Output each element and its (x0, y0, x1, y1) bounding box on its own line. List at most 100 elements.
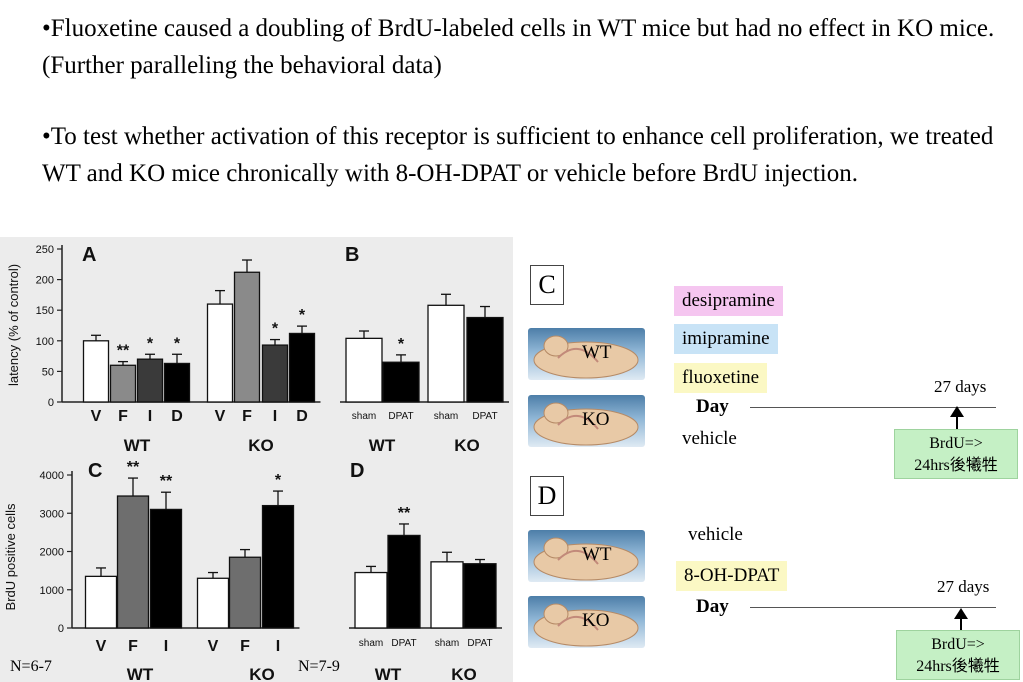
significance-marker: * (147, 335, 154, 352)
bar-a-4 (206, 303, 234, 403)
mouse-label: KO (582, 409, 610, 430)
bar-a-1 (109, 364, 137, 403)
bar-c-0 (84, 575, 118, 629)
timeline-days-label: 27 days (937, 577, 990, 596)
group-label: WT (127, 665, 154, 682)
category-label: F (118, 408, 128, 425)
timeline-line (750, 607, 996, 608)
bullet-fluoxetine-finding: •Fluoxetine caused a doubling of BrdU-la… (42, 15, 995, 79)
bar-c-2 (149, 508, 183, 629)
group-label: WT (375, 665, 402, 682)
mouse-label: WT (582, 342, 612, 363)
category-label: F (240, 638, 250, 655)
y-tick-label: 3000 (40, 508, 64, 520)
category-label: F (242, 408, 252, 425)
y-tick-label: 100 (36, 336, 54, 348)
group-label: KO (451, 665, 477, 682)
category-label: I (273, 408, 277, 425)
group-label: KO (249, 665, 275, 682)
category-label: DPAT (467, 638, 492, 649)
bar-chart-figure: A 0 50 100 150 200 250 latency (% of control) V *… (0, 237, 513, 682)
bar-c-5 (261, 504, 295, 629)
y-tick-label: 0 (48, 397, 54, 409)
bar-d-1 (387, 534, 421, 629)
significance-marker: * (398, 336, 405, 353)
bar-a-6 (261, 344, 289, 403)
brdu-injection-box: BrdU=> 24hrs後犧牲 (896, 630, 1020, 680)
mouse-label: WT (582, 544, 612, 565)
category-label: DPAT (391, 638, 416, 649)
y-tick-label: 200 (36, 275, 54, 287)
significance-marker: ** (117, 343, 130, 360)
bar-b-3 (466, 316, 504, 403)
chart-panel-letter: D (350, 460, 364, 482)
category-label: DPAT (472, 411, 497, 422)
significance-marker: ** (160, 473, 173, 490)
treatment-fluoxetine: fluoxetine (674, 363, 768, 393)
mouse-shape (533, 335, 639, 379)
bar-a-3 (163, 362, 191, 403)
category-label: V (96, 638, 107, 655)
brdu-line-2: 24hrs後犧牲 (914, 457, 998, 474)
category-label: I (148, 408, 152, 425)
significance-marker: ** (398, 505, 411, 522)
bar-d-3 (463, 563, 497, 629)
y-axis-label: BrdU positive cells (3, 503, 18, 610)
bar-a-2 (136, 358, 164, 403)
significance-marker: * (275, 472, 282, 489)
y-tick-label: 2000 (40, 547, 64, 559)
mouse-shape (533, 537, 639, 581)
category-label: sham (359, 638, 383, 649)
brdu-line-2: 24hrs後犧牲 (916, 658, 1000, 675)
significance-marker: ** (127, 459, 140, 476)
bar-c-1 (116, 495, 150, 629)
bar-c-3 (196, 577, 230, 629)
mouse-ko-icon: KO (528, 596, 645, 648)
bar-c-4 (228, 556, 262, 629)
timeline-day-label: Day (696, 596, 729, 617)
category-label: D (296, 408, 308, 425)
panel-c-label: C (530, 265, 564, 305)
category-label: I (164, 638, 168, 655)
n-label-right: N=7-9 (298, 658, 340, 675)
y-axis-label: latency (% of control) (6, 264, 21, 386)
bar-b-1 (382, 361, 420, 403)
brdu-line-1: BrdU=> (929, 435, 983, 452)
treatment-imipramine: imipramine (674, 324, 778, 354)
significance-marker: * (174, 335, 181, 352)
category-label: sham (352, 411, 376, 422)
mouse-shape (533, 603, 639, 647)
category-label: D (171, 408, 183, 425)
chart-panel-letter: C (88, 460, 102, 482)
mouse-wt-icon: WT (528, 530, 645, 582)
group-label: KO (248, 436, 274, 455)
y-tick-label: 1000 (40, 585, 64, 597)
significance-marker: * (299, 307, 306, 324)
category-label: V (91, 408, 102, 425)
significance-marker: * (272, 321, 279, 338)
treatment-8-oh-dpat: 8-OH-DPAT (676, 561, 788, 591)
category-label: DPAT (388, 411, 413, 422)
panel-d-label: D (530, 476, 564, 516)
chart-panel-letter: A (82, 244, 96, 266)
brdu-line-1: BrdU=> (931, 636, 985, 653)
bar-b-2 (427, 304, 465, 403)
treatment-vehicle: vehicle (688, 524, 743, 545)
n-label-left: N=6-7 (10, 658, 52, 675)
group-label: WT (369, 436, 396, 455)
y-tick-label: 0 (58, 623, 64, 635)
bar-chart-svg: A 0 50 100 150 200 250 latency (% of control) V *… (3, 244, 509, 682)
bar-a-5 (233, 271, 261, 403)
timeline-days-label: 27 days (934, 377, 987, 396)
category-label: sham (434, 411, 458, 422)
up-arrow-icon (950, 406, 964, 430)
group-label: WT (124, 436, 151, 455)
category-label: sham (435, 638, 459, 649)
bar-a-0 (82, 340, 110, 403)
mouse-ko-icon: KO (528, 395, 645, 447)
chart-panel-letter: B (345, 244, 359, 266)
mouse-label: KO (582, 610, 610, 631)
timeline-day-label: Day (696, 396, 729, 417)
bullet-receptor-test: •To test whether activation of this rece… (42, 123, 994, 187)
group-label: KO (454, 436, 480, 455)
